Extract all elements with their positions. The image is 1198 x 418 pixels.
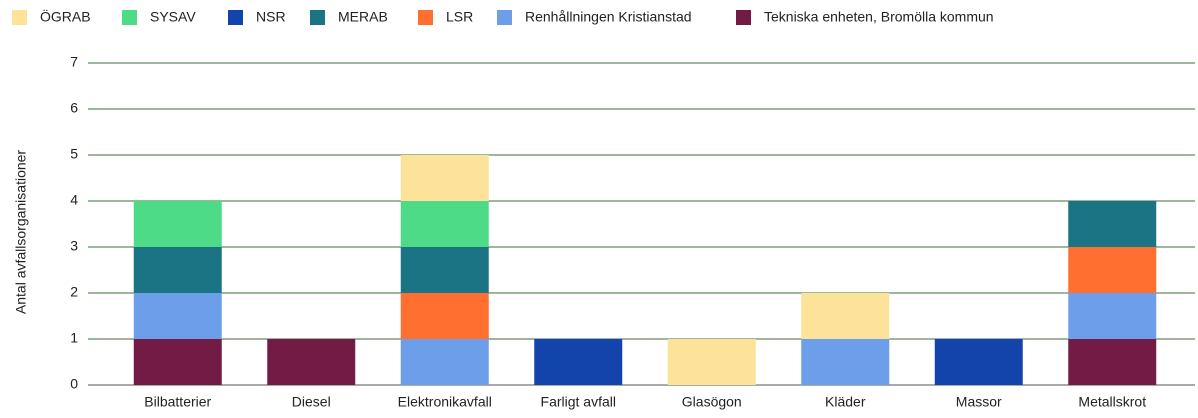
x-tick-label: Diesel — [292, 394, 331, 410]
bar-segment — [801, 293, 890, 339]
bar-segment — [934, 339, 1023, 385]
legend-swatch — [736, 10, 751, 25]
legend-label: MERAB — [338, 9, 388, 25]
legend-label: LSR — [446, 9, 473, 25]
bar-segment — [133, 247, 222, 293]
legend-swatch — [418, 10, 433, 25]
x-tick-label: Elektronikavfall — [398, 394, 492, 410]
bar-segment — [667, 339, 756, 385]
legend-label: ÖGRAB — [40, 8, 91, 25]
bar-segment — [1068, 247, 1157, 293]
legend-swatch — [497, 10, 512, 25]
bar-segment — [400, 155, 489, 201]
bar-segment — [1068, 201, 1157, 247]
bar-segment — [1068, 339, 1157, 385]
bar-segment — [133, 293, 222, 339]
x-tick-label: Massor — [956, 394, 1002, 410]
legend-label: Tekniska enheten, Bromölla kommun — [764, 9, 994, 25]
y-axis-label: Antal avfallsorganisationer — [13, 150, 29, 315]
bar-segment — [400, 247, 489, 293]
x-tick-label: Kläder — [825, 394, 866, 410]
y-tick-label: 5 — [70, 146, 78, 162]
bar-segment — [400, 293, 489, 339]
y-tick-label: 1 — [70, 330, 78, 346]
x-tick-label: Metallskrot — [1078, 394, 1146, 410]
x-tick-label: Glasögon — [682, 394, 742, 410]
bar-segment — [534, 339, 623, 385]
legend-swatch — [228, 10, 243, 25]
legend-label: SYSAV — [150, 9, 196, 25]
x-tick-label: Bilbatterier — [144, 394, 211, 410]
y-tick-label: 2 — [70, 284, 78, 300]
y-tick-label: 3 — [70, 238, 78, 254]
legend-swatch — [122, 10, 137, 25]
legend-swatch — [310, 10, 325, 25]
y-tick-label: 0 — [70, 376, 78, 392]
y-tick-label: 6 — [70, 100, 78, 116]
y-tick-label: 7 — [70, 54, 78, 70]
legend-swatch — [12, 10, 27, 25]
bar-segment — [400, 201, 489, 247]
bar-segment — [133, 201, 222, 247]
legend-label: NSR — [256, 9, 286, 25]
bar-segment — [400, 339, 489, 385]
bar-segment — [267, 339, 356, 385]
legend-label: Renhållningen Kristianstad — [525, 9, 692, 25]
x-tick-label: Farligt avfall — [541, 394, 616, 410]
bar-segment — [1068, 293, 1157, 339]
bar-segment — [133, 339, 222, 385]
y-tick-label: 4 — [70, 192, 78, 208]
bar-segment — [801, 339, 890, 385]
